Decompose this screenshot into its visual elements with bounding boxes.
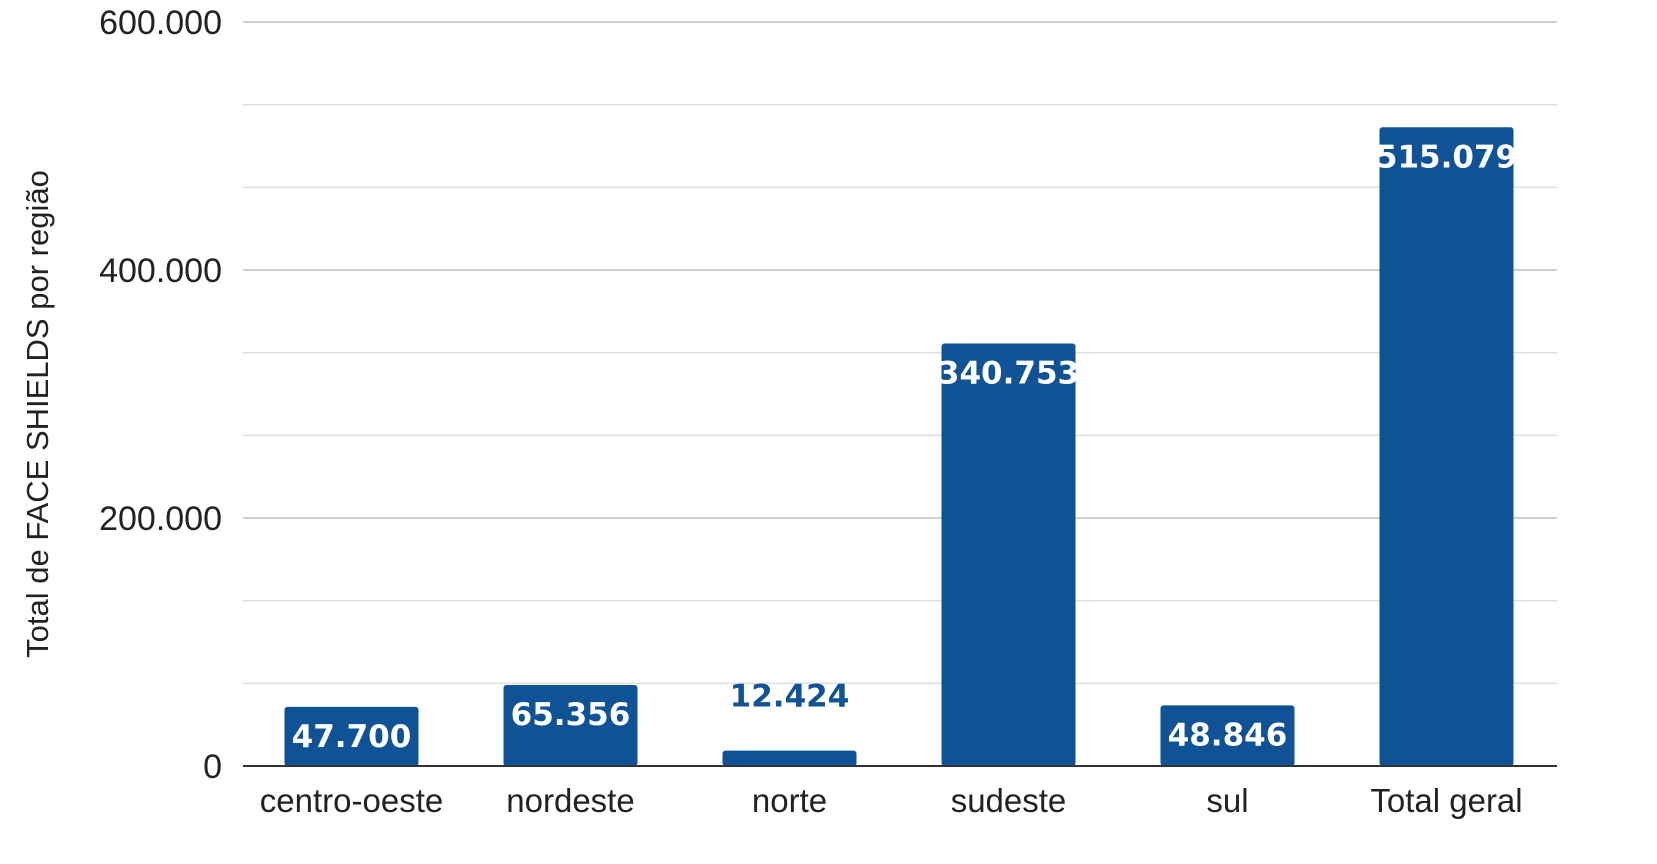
- data-label: 12.424: [730, 679, 850, 715]
- x-tick-label: norte: [752, 782, 827, 819]
- y-axis-label: Total de FACE SHIELDS por região: [20, 170, 55, 658]
- x-tick-label: sul: [1206, 782, 1248, 819]
- x-tick-label: nordeste: [506, 782, 634, 819]
- data-label: 48.846: [1168, 717, 1288, 753]
- bars: [284, 127, 1514, 766]
- y-tick-label: 0: [203, 748, 222, 786]
- x-tick-label: sudeste: [951, 782, 1067, 819]
- bar: [1160, 705, 1295, 766]
- data-label: 47.700: [292, 719, 412, 755]
- x-tick-label: Total geral: [1370, 782, 1522, 819]
- labels: 0 200.000 400.000 600.000 47.700 centro-oeste…: [99, 4, 1523, 819]
- y-tick-label: 400.000: [99, 252, 222, 290]
- bar: [503, 684, 638, 766]
- bar: [722, 750, 857, 766]
- data-label: 65.356: [511, 697, 631, 733]
- gridlines: [243, 21, 1557, 685]
- bar: [284, 706, 419, 766]
- x-tick-label: centro-oeste: [260, 782, 443, 819]
- y-tick-label: 600.000: [99, 4, 222, 42]
- y-tick-label: 200.000: [99, 500, 222, 538]
- data-label: 340.753: [938, 355, 1079, 391]
- data-label: 515.079: [1376, 139, 1517, 175]
- bar: [941, 343, 1076, 766]
- bar: [1379, 127, 1514, 766]
